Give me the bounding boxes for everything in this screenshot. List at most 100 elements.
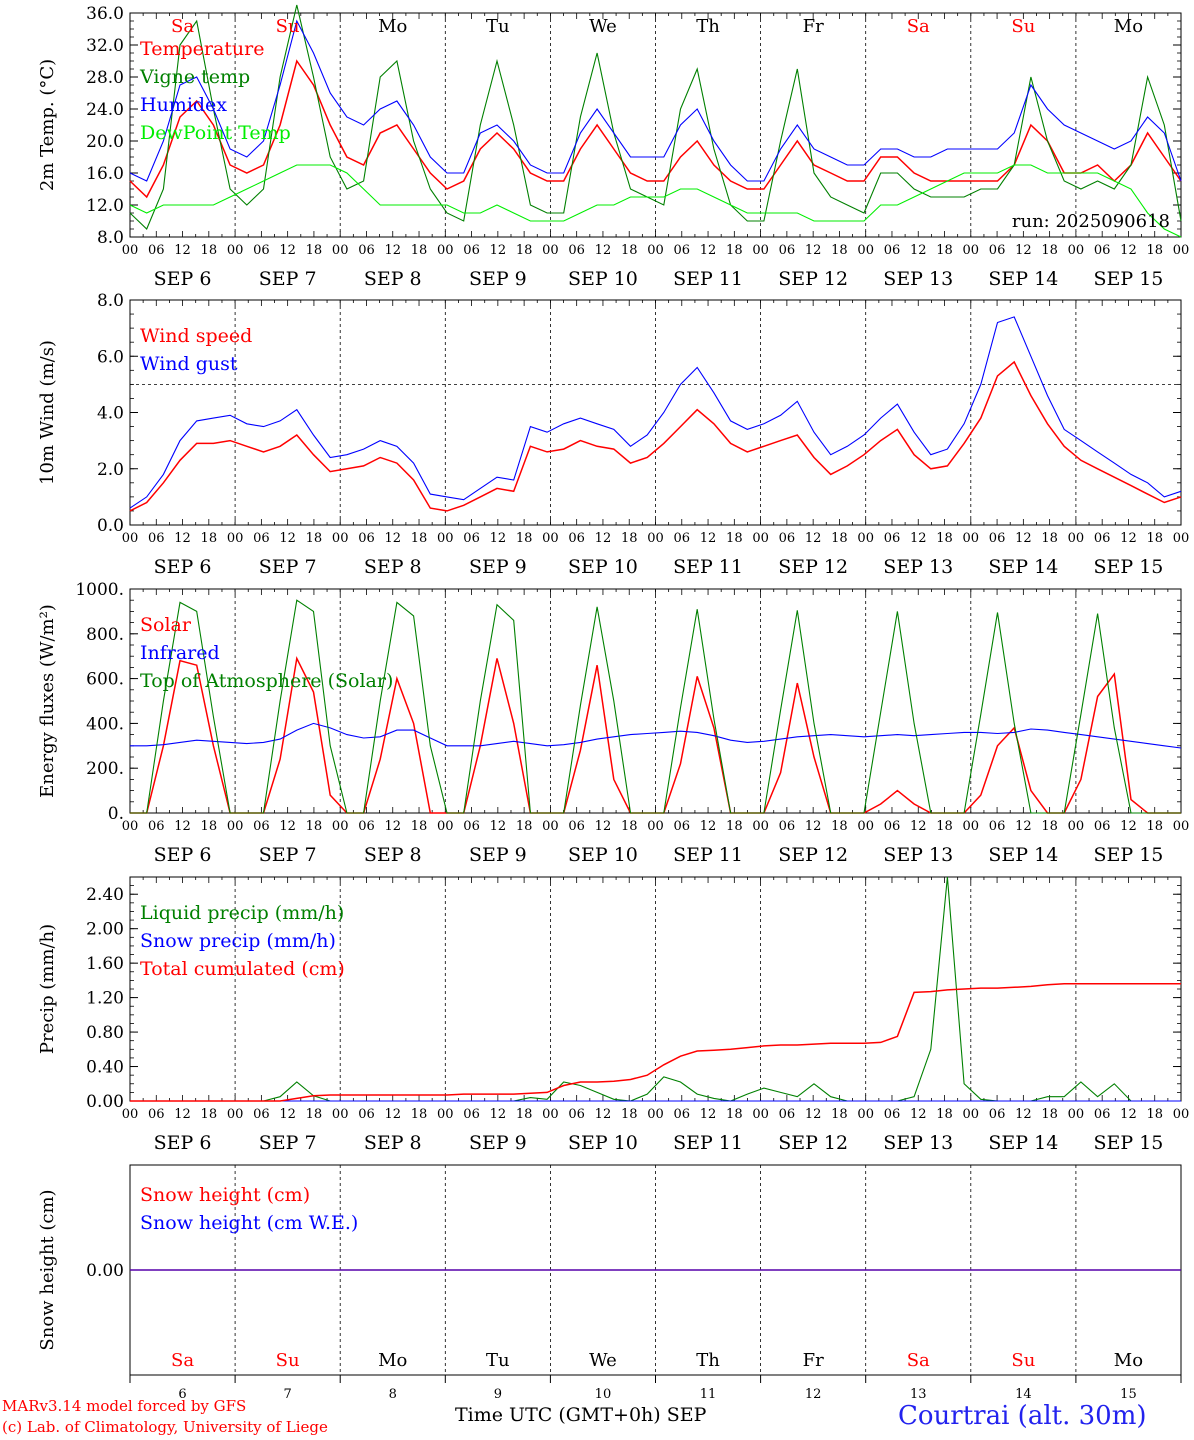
- series-vigne-temp: [129, 4, 1182, 230]
- hour-tick-label: 00: [963, 819, 980, 834]
- panel-frame: [129, 299, 1182, 526]
- weekday-label: Fr: [803, 1350, 824, 1371]
- panel-5: [129, 1164, 1182, 1383]
- hour-tick-label: 12: [279, 243, 296, 258]
- hour-tick-label: 06: [989, 243, 1006, 258]
- y-tick-label: 0.00: [86, 1092, 124, 1112]
- date-label: SEP 6: [154, 268, 212, 290]
- hour-tick-label: 12: [595, 819, 612, 834]
- day-number-label: 7: [284, 1387, 292, 1402]
- hour-tick-label: 06: [148, 1107, 165, 1122]
- hour-tick-label: 06: [358, 1107, 375, 1122]
- x-axis-title-text: Time UTC (GMT+0h): [455, 1404, 661, 1426]
- date-label: SEP 7: [259, 844, 317, 866]
- y-tick-label: 1.20: [86, 989, 124, 1009]
- date-label: SEP 6: [154, 844, 212, 866]
- y-tick-label: 200.: [86, 759, 124, 779]
- hour-tick-label: 00: [752, 1107, 769, 1122]
- hour-tick-label: 12: [174, 819, 191, 834]
- date-label: SEP 14: [988, 844, 1058, 866]
- date-label: SEP 8: [364, 268, 422, 290]
- hour-tick-label: 18: [936, 1107, 953, 1122]
- hour-tick-label: 12: [910, 1107, 927, 1122]
- hour-tick-label: 12: [1015, 243, 1032, 258]
- y-tick-label: 16.0: [86, 164, 124, 184]
- hour-tick-label: 18: [726, 243, 743, 258]
- hour-tick-label: 06: [463, 819, 480, 834]
- hour-tick-label: 00: [542, 819, 559, 834]
- hour-tick-label: 18: [201, 1107, 218, 1122]
- day-number-label: 8: [389, 1387, 397, 1402]
- hour-tick-label: 00: [542, 531, 559, 546]
- hour-tick-label: 00: [1173, 531, 1190, 546]
- date-label: SEP 11: [673, 268, 743, 290]
- legend-entry: Wind gust: [140, 353, 238, 375]
- y-axis-label: Snow height (cm): [37, 1189, 58, 1350]
- lab-credit: (c) Lab. of Climatology, University of L…: [2, 1418, 328, 1436]
- hour-tick-label: 12: [174, 243, 191, 258]
- hour-tick-label: 12: [279, 819, 296, 834]
- hour-tick-label: 12: [1120, 819, 1137, 834]
- hour-tick-label: 12: [805, 243, 822, 258]
- hour-tick-label: 18: [1146, 1107, 1163, 1122]
- hour-tick-label: 00: [542, 243, 559, 258]
- hour-tick-label: 12: [384, 243, 401, 258]
- series-temperature: [129, 59, 1182, 199]
- day-number-label: 14: [1015, 1387, 1032, 1402]
- y-axis-label: 2m Temp. (°C): [37, 59, 58, 191]
- y-tick-label: 4.0: [97, 404, 124, 424]
- legend-entry: Solar: [140, 614, 192, 636]
- date-label: SEP 13: [883, 556, 953, 578]
- date-label: SEP 7: [259, 556, 317, 578]
- weekday-label: Sa: [907, 1350, 930, 1371]
- hour-tick-label: 00: [752, 243, 769, 258]
- hour-tick-label: 18: [201, 531, 218, 546]
- date-label: SEP 9: [469, 844, 527, 866]
- hour-tick-label: 00: [122, 243, 139, 258]
- date-label: SEP 8: [364, 1132, 422, 1154]
- hour-tick-label: 00: [332, 819, 349, 834]
- hour-tick-label: 18: [621, 819, 638, 834]
- hour-tick-label: 12: [700, 1107, 717, 1122]
- y-axis-label: 10m Wind (m/s): [37, 340, 58, 485]
- hour-tick-label: 12: [595, 531, 612, 546]
- series-humidex: [129, 19, 1182, 182]
- y-tick-label: 20.0: [86, 132, 124, 152]
- series-total-cumulated-cm-: [130, 983, 1181, 1102]
- hour-tick-label: 12: [700, 819, 717, 834]
- date-label: SEP 15: [1094, 1132, 1164, 1154]
- panel-1: [129, 4, 1182, 238]
- weekday-label: We: [589, 1350, 617, 1371]
- weekday-label: Tu: [486, 16, 510, 37]
- hour-tick-label: 18: [621, 531, 638, 546]
- weekday-label: Fr: [803, 16, 824, 37]
- hour-tick-label: 18: [621, 1107, 638, 1122]
- date-label: SEP 7: [259, 1132, 317, 1154]
- date-label: SEP 14: [988, 556, 1058, 578]
- hour-tick-label: 18: [831, 1107, 848, 1122]
- y-tick-label: 24.0: [86, 100, 124, 120]
- y-tick-label: 6.0: [97, 347, 124, 367]
- hour-tick-label: 00: [227, 531, 244, 546]
- hour-tick-label: 06: [884, 531, 901, 546]
- hour-tick-label: 00: [857, 1107, 874, 1122]
- hour-tick-label: 12: [1015, 531, 1032, 546]
- date-label: SEP 6: [154, 556, 212, 578]
- hour-tick-label: 06: [674, 243, 691, 258]
- date-label: SEP 10: [568, 1132, 638, 1154]
- y-tick-label: 2.40: [86, 885, 124, 905]
- hour-tick-label: 18: [306, 819, 323, 834]
- date-label: SEP 13: [883, 268, 953, 290]
- series-top-of-atmosphere-solar-: [130, 599, 1181, 814]
- y-tick-label: 400.: [86, 714, 124, 734]
- weekday-label: Mo: [378, 1350, 407, 1371]
- hour-tick-label: 00: [122, 819, 139, 834]
- y-tick-label: 0.: [108, 804, 124, 824]
- hour-tick-label: 06: [884, 1107, 901, 1122]
- hour-tick-label: 12: [384, 819, 401, 834]
- hour-tick-label: 18: [936, 531, 953, 546]
- hour-tick-label: 18: [1041, 531, 1058, 546]
- y-tick-label: 0.40: [86, 1058, 124, 1078]
- hour-tick-label: 12: [384, 531, 401, 546]
- y-axis-label: Precip (mm/h): [37, 924, 58, 1054]
